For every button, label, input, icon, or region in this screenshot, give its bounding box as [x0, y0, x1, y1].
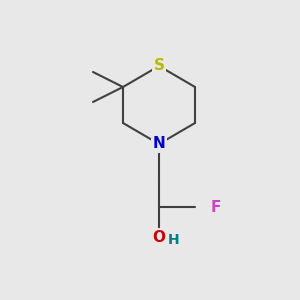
- Text: F: F: [211, 200, 221, 214]
- Text: H: H: [168, 233, 180, 247]
- Text: O: O: [152, 230, 166, 244]
- Text: N: N: [153, 136, 165, 152]
- Text: S: S: [154, 58, 164, 74]
